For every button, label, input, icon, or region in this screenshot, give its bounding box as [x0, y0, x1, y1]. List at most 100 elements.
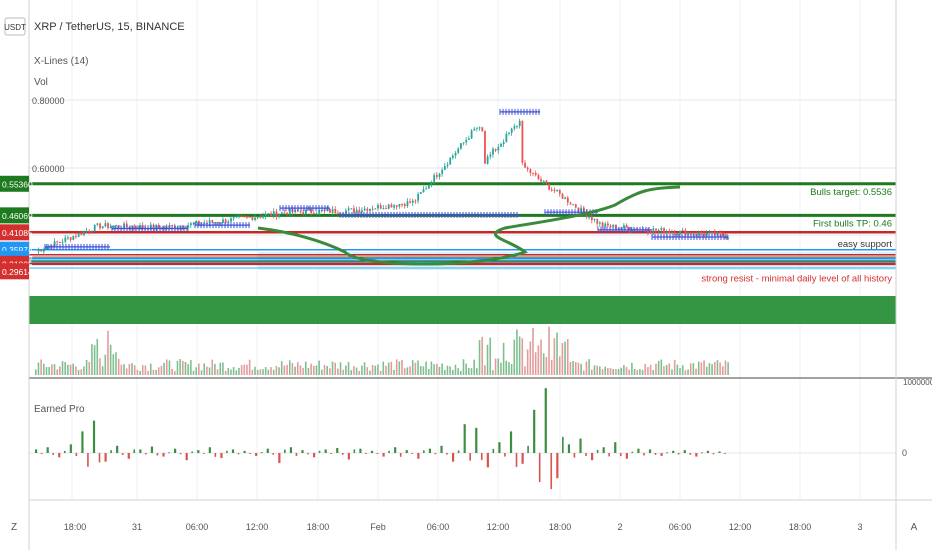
candle-body	[545, 180, 548, 184]
candle-body	[157, 224, 160, 228]
candle-body	[628, 227, 631, 231]
volume-bar	[93, 345, 96, 375]
volume-bar	[473, 359, 475, 375]
histogram-bar	[301, 450, 304, 453]
candle-body	[216, 222, 219, 224]
candle-body	[518, 120, 521, 127]
currency-button-label[interactable]: USDT	[4, 23, 26, 32]
candle-body	[251, 216, 254, 220]
candle-body	[542, 180, 545, 182]
volume-bar	[623, 365, 625, 375]
histogram-bar	[689, 453, 692, 455]
histogram-bar	[174, 448, 177, 453]
candle-body	[329, 208, 331, 213]
volume-bar	[96, 338, 99, 375]
volume-bar	[679, 368, 681, 375]
histogram-bar	[162, 453, 165, 457]
candle-body	[566, 197, 569, 203]
volume-bar	[409, 366, 411, 375]
candle-body	[195, 220, 198, 224]
candle-body	[620, 227, 623, 229]
candle-body	[382, 208, 385, 210]
histogram-bar	[347, 453, 350, 460]
histogram-bar	[648, 449, 652, 453]
candle-body	[427, 184, 430, 189]
candle-body	[128, 226, 131, 229]
volume-bar	[149, 363, 152, 375]
indicator-xlines[interactable]: X-Lines (14)	[34, 56, 88, 67]
volume-bar	[358, 370, 361, 375]
histogram-bar	[278, 453, 281, 464]
candle-body	[200, 223, 203, 225]
indicator-vol[interactable]: Vol	[34, 77, 48, 88]
volume-bar	[724, 360, 727, 375]
time-axis[interactable]: 18:00 31 06:00 12:00 18:00 Feb 06:00 12:00 18:00…	[64, 522, 863, 532]
candle-body	[192, 223, 195, 225]
candle-body	[395, 205, 398, 207]
volume-bar	[251, 369, 254, 375]
volume-bar	[703, 360, 705, 375]
candle-body	[224, 219, 227, 223]
candle-body	[133, 226, 136, 228]
histogram-bar	[446, 453, 448, 455]
candle-body	[99, 223, 101, 229]
histogram-bar	[596, 449, 599, 453]
candle-body	[473, 128, 476, 131]
volume-bar	[326, 365, 328, 375]
sub-pane[interactable]	[29, 380, 896, 500]
candle-body	[232, 217, 235, 219]
candle-body	[72, 236, 75, 240]
volume-bar	[484, 365, 486, 375]
candle-body	[104, 223, 107, 227]
volume-bar	[339, 362, 342, 375]
candle-body	[438, 173, 441, 177]
zoom-reset-button[interactable]: Z	[11, 522, 17, 533]
candle-body	[379, 205, 382, 209]
volume-bar	[104, 354, 107, 375]
candle-body	[385, 208, 387, 210]
volume-bar	[711, 364, 713, 375]
volume-bar	[719, 362, 721, 375]
green-level-zone	[29, 296, 896, 324]
volume-bar	[422, 366, 425, 375]
currency-button[interactable]	[4, 17, 26, 36]
volume-bar	[529, 341, 532, 375]
volume-bar	[331, 361, 334, 375]
candle-body	[607, 223, 609, 226]
candle-body	[278, 214, 281, 217]
candle-body	[208, 220, 211, 223]
candle-body	[433, 175, 436, 184]
volume-bar	[131, 363, 133, 375]
price-badges: 0.553600.460690.410850.359740.333070.318…	[0, 175, 33, 280]
volume-bar	[430, 361, 433, 375]
volume-bar	[708, 363, 711, 375]
candle-body	[502, 142, 505, 145]
candle-body	[393, 205, 395, 208]
volume-bars	[35, 326, 729, 375]
histogram-bar	[498, 442, 501, 453]
candle-body	[484, 130, 486, 164]
volume-bar	[577, 362, 580, 375]
volume-bar	[393, 369, 395, 375]
candle-body	[77, 232, 80, 237]
price-tick-label: 0.80000	[32, 96, 65, 106]
price-badge	[0, 175, 29, 192]
price-badge-label: 0.35974	[2, 245, 33, 255]
histogram-bar	[75, 453, 78, 457]
time-tick-label: 2	[617, 522, 622, 532]
histogram-bar	[509, 431, 513, 453]
histogram-bar	[35, 449, 38, 453]
volume-bar	[371, 365, 374, 375]
candle-body	[56, 241, 59, 243]
volume-bar	[280, 361, 283, 375]
candle-body	[524, 162, 526, 168]
volume-bar	[171, 368, 173, 375]
histogram-bar	[341, 453, 344, 455]
volume-bar	[128, 363, 131, 375]
volume-bar	[259, 369, 262, 375]
volume-bar	[401, 359, 403, 375]
volume-bar	[53, 364, 56, 375]
volume-bar	[64, 362, 67, 375]
auto-scale-button[interactable]: A	[911, 522, 918, 533]
